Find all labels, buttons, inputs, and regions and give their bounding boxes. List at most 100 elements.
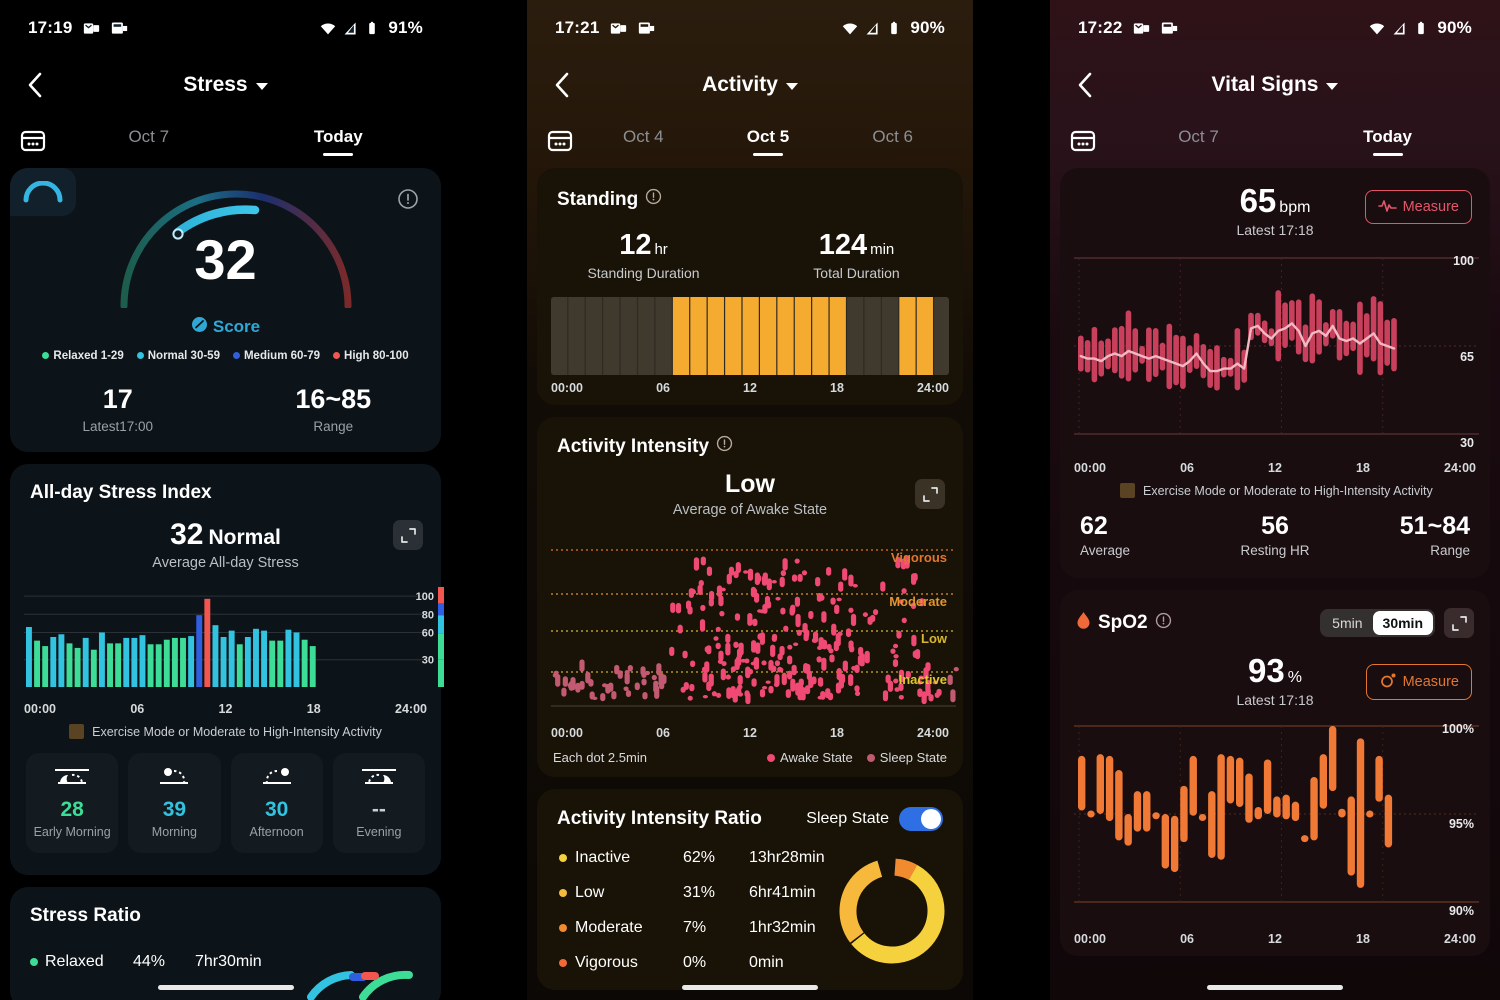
stress-arc-badge (10, 168, 76, 216)
stress-gauge: 32 (10, 188, 441, 308)
stat-resting: 56 Resting HR (1240, 512, 1310, 558)
expand-icon[interactable] (393, 520, 423, 550)
date-tab-oct4[interactable]: Oct 4 (623, 126, 664, 146)
card-title: Activity Intensity (557, 435, 710, 457)
spo2-measure-button[interactable]: Measure (1365, 664, 1472, 700)
x-tick: 06 (656, 726, 670, 740)
date-tab-oct7[interactable]: Oct 7 (1178, 126, 1219, 146)
stat-average: 62 Average (1080, 512, 1131, 558)
info-icon[interactable] (1155, 612, 1172, 635)
page-title-text: Stress (183, 73, 248, 96)
tod-card-early-morning[interactable]: 28 Early Morning (26, 753, 119, 853)
status-bar: 17:21 90% (527, 0, 973, 56)
stress-score-value: 32 (194, 228, 257, 291)
date-tab-oct7[interactable]: Oct 7 (128, 126, 170, 146)
page-title-text: Activity (702, 73, 778, 96)
info-icon[interactable] (645, 188, 662, 211)
measure-label: Measure (1402, 674, 1459, 690)
page-title[interactable]: Activity (527, 73, 973, 97)
date-tab-oct6[interactable]: Oct 6 (872, 126, 913, 146)
hr-measure-button[interactable]: Measure (1364, 190, 1472, 224)
tod-value: 39 (162, 798, 187, 821)
signal-icon (864, 20, 881, 37)
vital-scroll: 65 bpm Latest 17:18 Measure 100 65 30 00:… (1050, 168, 1500, 1000)
status-bar: 17:19 91% (0, 0, 451, 56)
back-chevron-icon[interactable] (1068, 68, 1102, 102)
spo2-header: SpO2 5min 30min (1060, 590, 1490, 638)
expand-icon[interactable] (1444, 608, 1474, 638)
page-title[interactable]: Vital Signs (1050, 73, 1500, 97)
all-day-stress-card: All-day Stress Index 32 Normal Average Al… (10, 464, 444, 875)
nav-header: Vital Signs (1050, 56, 1500, 114)
card-title-row: Activity Intensity (537, 417, 963, 458)
calendar-icon[interactable] (1068, 126, 1098, 156)
back-chevron-icon[interactable] (545, 68, 579, 102)
seg-option-5min[interactable]: 5min (1332, 615, 1363, 631)
x-tick: 24:00 (1444, 932, 1476, 946)
standing-stats: 12 hr Standing Duration 124 min Total Dura… (537, 229, 963, 281)
tod-label: Early Morning (33, 825, 111, 839)
x-tick: 00:00 (551, 726, 583, 740)
svg-text:60: 60 (422, 627, 434, 639)
stat-value: 12 (619, 229, 652, 261)
x-tick: 06 (130, 702, 145, 716)
battery-icon (365, 20, 382, 37)
page-title[interactable]: Stress (0, 73, 451, 97)
avg-text: Normal (208, 526, 281, 549)
x-tick: 00:00 (551, 381, 583, 395)
legend-item: High 80-100 (333, 350, 409, 362)
date-tab-today[interactable]: Today (1293, 127, 1482, 156)
stat-value: 17 (102, 384, 133, 414)
outlook-calendar-icon (638, 20, 655, 37)
time-of-day-row: 28 Early Morning 39 Morning 30 Afternoon (10, 739, 441, 871)
x-tick: 18 (1356, 932, 1370, 946)
tod-card-evening[interactable]: -- Evening (332, 753, 425, 853)
x-tick: 18 (830, 381, 844, 395)
sleep-state-toggle[interactable] (899, 807, 943, 831)
home-indicator (682, 985, 818, 990)
calendar-icon[interactable] (545, 126, 575, 156)
x-tick: 00:00 (24, 702, 56, 716)
tod-label: Evening (356, 825, 402, 839)
x-tick: 24:00 (917, 726, 949, 740)
tod-label: Morning (151, 825, 197, 839)
info-icon[interactable] (397, 188, 419, 210)
signal-icon (1391, 20, 1408, 37)
svg-text:100: 100 (416, 591, 434, 603)
total-duration-stat: 124 min Total Duration (750, 229, 963, 281)
info-icon[interactable] (716, 435, 733, 458)
avg-value: 32 (170, 518, 204, 551)
stress-ratio-row: Relaxed 44% 7hr30min (10, 953, 282, 985)
legend-item: Medium 60-79 (232, 350, 320, 362)
svg-text:80: 80 (422, 609, 434, 621)
signal-icon (342, 20, 359, 37)
legend-item: Normal 30-59 (136, 350, 220, 362)
x-tick: 18 (306, 702, 321, 716)
back-chevron-icon[interactable] (18, 68, 52, 102)
heart-rate-card: 65 bpm Latest 17:18 Measure 100 65 30 00:… (1060, 168, 1490, 578)
stat-label: Range (313, 419, 354, 434)
heart-rate-header: 65 bpm Latest 17:18 Measure (1060, 168, 1490, 250)
expand-icon[interactable] (915, 479, 945, 509)
stress-score-caption: Score (10, 316, 441, 338)
stat-unit: min (870, 241, 895, 258)
chevron-down-icon (255, 83, 268, 90)
tod-value: 30 (264, 798, 289, 821)
tod-card-morning[interactable]: 39 Morning (128, 753, 221, 853)
stress-ratio-card: Stress Ratio Relaxed 44% 7hr30min (10, 887, 441, 1000)
svg-text:30: 30 (422, 655, 434, 667)
calendar-icon[interactable] (18, 126, 48, 156)
tod-value: 28 (60, 798, 84, 821)
date-tab-oct5[interactable]: Oct 5 (706, 127, 831, 156)
tod-card-afternoon[interactable]: 30 Afternoon (230, 753, 323, 853)
phone-panel-activity: 17:21 90% Activity Oc (527, 0, 973, 1000)
chevron-down-icon (1326, 83, 1339, 90)
home-indicator (1207, 985, 1343, 990)
spo2-interval-segmented[interactable]: 5min 30min (1320, 609, 1435, 637)
y-tick: 100 (1453, 254, 1474, 268)
x-tick: 06 (1180, 461, 1194, 475)
ratio-list: Inactive 62% 13hr28min Low 31% 6hr41min Mode… (537, 849, 833, 972)
hr-latest: Latest 17:18 (1236, 222, 1314, 238)
seg-option-30min[interactable]: 30min (1372, 611, 1433, 635)
date-tab-today[interactable]: Today (244, 127, 434, 156)
